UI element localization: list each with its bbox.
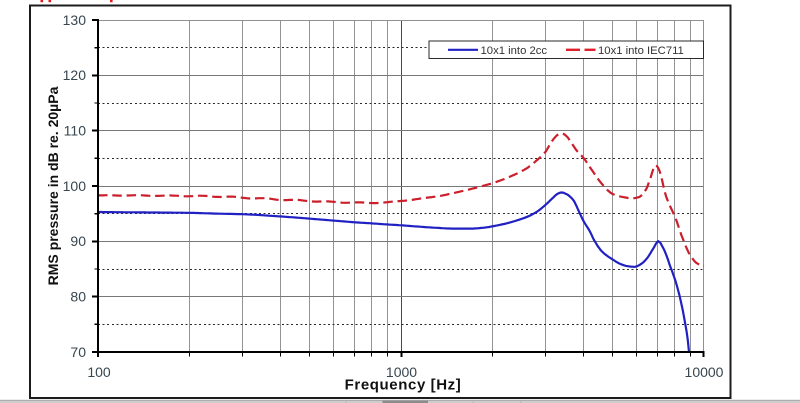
svg-text:110: 110	[64, 123, 87, 139]
svg-text:90: 90	[70, 233, 86, 249]
svg-text:10x1 into IEC711: 10x1 into IEC711	[598, 45, 684, 57]
svg-text:130: 130	[63, 12, 87, 28]
svg-text:120: 120	[63, 67, 87, 83]
svg-text:Frequency [Hz]: Frequency [Hz]	[345, 376, 462, 393]
svg-text:100: 100	[63, 178, 87, 194]
svg-text:100: 100	[87, 364, 111, 380]
svg-text:10x1 into 2cc: 10x1 into 2cc	[481, 45, 548, 57]
svg-text:RMS pressure in dB re. 20µPa: RMS pressure in dB re. 20µPa	[45, 86, 61, 285]
svg-text:10000: 10000	[685, 364, 724, 380]
svg-text:80: 80	[70, 289, 86, 305]
svg-text:1000: 1000	[386, 364, 417, 380]
svg-text:70: 70	[70, 344, 86, 360]
